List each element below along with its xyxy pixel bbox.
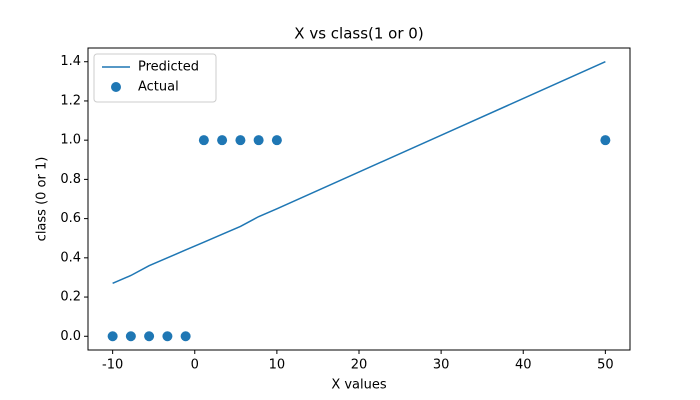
y-tick-label: 0.2 <box>60 290 81 305</box>
scatter-point <box>162 331 173 342</box>
legend-label: Predicted <box>138 60 199 75</box>
x-tick-label: 40 <box>515 358 532 373</box>
scatter-point <box>600 135 611 146</box>
y-tick-label: 1.0 <box>60 133 81 148</box>
x-tick-label: 10 <box>269 358 286 373</box>
legend-swatch <box>111 82 121 92</box>
legend-box <box>93 53 217 103</box>
y-tick-label: 0.0 <box>60 329 81 344</box>
x-tick-label: 0 <box>191 358 199 373</box>
legend-label: Actual <box>138 80 179 95</box>
scatter-point <box>253 135 264 146</box>
y-tick-label: 1.4 <box>60 54 81 69</box>
x-tick-label: 50 <box>597 358 614 373</box>
scatter-point <box>271 135 282 146</box>
scatter-point <box>125 331 136 342</box>
plot-area <box>107 61 611 342</box>
line <box>112 61 606 285</box>
y-tick-label: 0.4 <box>60 250 81 265</box>
chart-title: X vs class(1 or 0) <box>294 25 423 43</box>
y-tick-label: 1.2 <box>60 93 81 108</box>
scatter-point <box>180 331 191 342</box>
scatter-point <box>217 135 228 146</box>
x-axis-label: X values <box>331 378 387 393</box>
scatter-point <box>144 331 155 342</box>
scatter-point <box>235 135 246 146</box>
scatter-point <box>198 135 209 146</box>
x-tick-label: -10 <box>102 358 123 373</box>
x-tick-label: 30 <box>433 358 450 373</box>
y-axis-label: class (0 or 1) <box>35 157 50 242</box>
x-tick-label: 20 <box>351 358 368 373</box>
y-tick-label: 0.8 <box>60 172 81 187</box>
y-tick-label: 0.6 <box>60 211 81 226</box>
scatter-point <box>107 331 118 342</box>
